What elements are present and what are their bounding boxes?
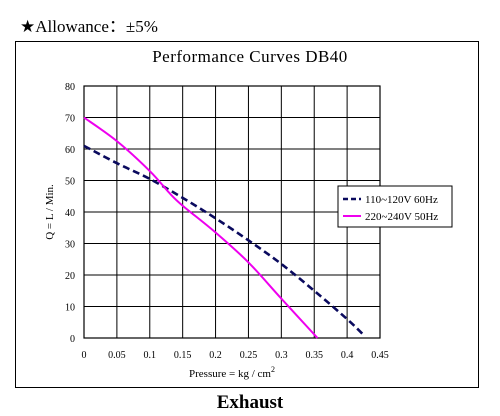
series-line-2: [83, 116, 319, 339]
x-axis-label-superscript: 2: [271, 365, 275, 374]
x-tick-label: 0.35: [305, 350, 323, 361]
footer-label: Exhaust: [216, 392, 284, 413]
allowance-note: ★Allowance：±5%: [20, 17, 158, 36]
y-tick-label: 20: [65, 271, 75, 282]
legend-label-1: 110~120V 60Hz: [365, 194, 438, 206]
x-tick-label: 0.4: [341, 350, 354, 361]
y-tick-label: 40: [65, 208, 75, 219]
y-axis-label: Q = L / Min.: [44, 184, 56, 240]
legend-box: [337, 185, 453, 228]
x-axis-label: Pressure = kg / cm2: [189, 365, 275, 380]
x-tick-label: 0.45: [371, 350, 389, 361]
y-tick-label: 70: [65, 114, 75, 125]
legend-label-2: 220~240V 50Hz: [365, 211, 438, 223]
x-tick-label: 0.1: [144, 350, 157, 361]
x-tick-label: 0.15: [174, 350, 192, 361]
series-line-1: [83, 144, 365, 336]
x-tick-label: 0.2: [209, 350, 222, 361]
x-tick-label: 0.05: [108, 350, 126, 361]
chart-frame: [15, 41, 479, 388]
chart-title: Performance Curves DB40: [152, 47, 348, 66]
x-tick-label: 0.25: [240, 350, 258, 361]
y-tick-label: 80: [65, 82, 75, 93]
x-tick-label: 0.3: [275, 350, 288, 361]
x-tick-label: 0: [82, 350, 87, 361]
y-tick-label: 30: [65, 240, 75, 251]
y-tick-label: 60: [65, 145, 75, 156]
y-tick-label: 0: [70, 334, 75, 345]
y-tick-label: 50: [65, 177, 75, 188]
y-tick-label: 10: [65, 303, 75, 314]
